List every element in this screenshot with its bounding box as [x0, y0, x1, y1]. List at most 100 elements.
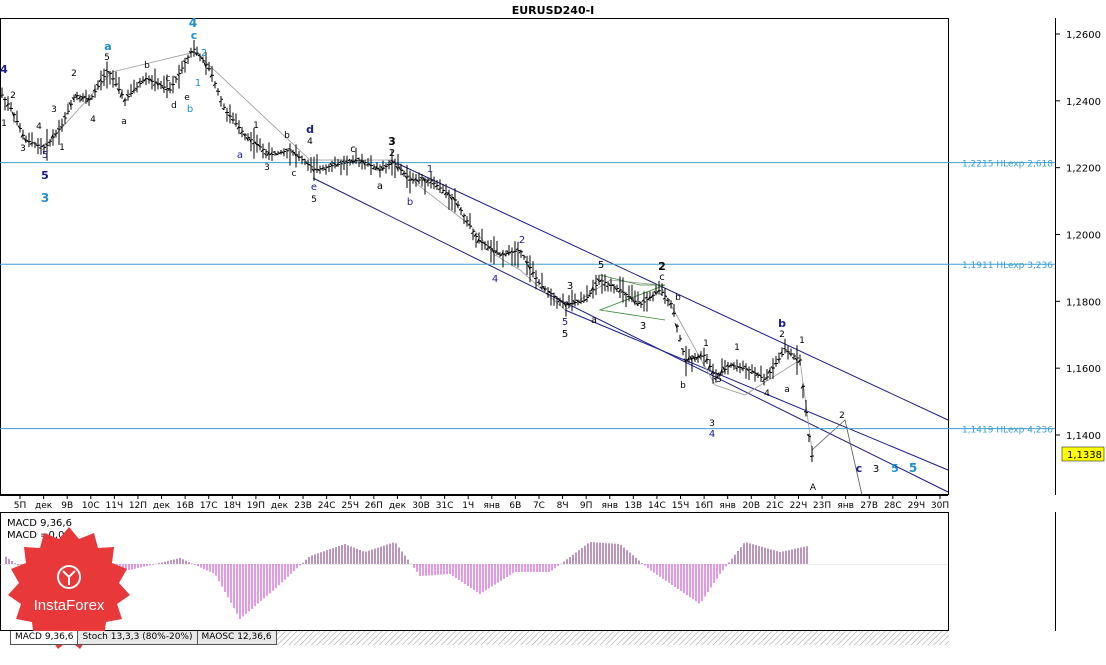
time-tick-label: дек	[271, 501, 289, 511]
wave-label: a	[104, 40, 111, 53]
wave-label: a	[377, 181, 383, 192]
time-tick-label: янв	[483, 501, 500, 511]
wave-label: d	[171, 101, 177, 111]
time-tick-label: янв	[601, 501, 618, 511]
wave-label: 3	[264, 163, 270, 173]
time-tick-label: 14С	[648, 501, 666, 511]
wave-label: 2	[10, 91, 16, 101]
wave-label: b	[284, 131, 290, 141]
wave-label: c	[659, 272, 665, 283]
tab-macd[interactable]: MACD 9,36,6	[10, 631, 78, 645]
wave-label: 5	[41, 169, 49, 182]
wave-label: b	[187, 104, 193, 115]
chart-title: EURUSD240-I	[512, 4, 595, 17]
wave-label: a	[121, 117, 127, 127]
time-tick-label: 31С	[436, 501, 454, 511]
wave-label: e	[184, 93, 190, 103]
wave-label: 3	[388, 135, 396, 148]
indicator-tabs: MACD 9,36,6 Stoch 13,3,3 (80%-20%) MAOSC…	[10, 631, 276, 645]
tab-stoch[interactable]: Stoch 13,3,3 (80%-20%)	[77, 631, 197, 645]
price-tick-label: 1,2200	[1066, 164, 1101, 175]
time-tick-label: 15Ч	[672, 501, 690, 511]
wave-label: 4	[0, 63, 8, 76]
wave-label: a	[591, 315, 597, 326]
time-tick-label: 28С	[884, 501, 902, 511]
wave-label: 2	[839, 411, 845, 421]
tab-maosc[interactable]: MAOSC 12,36,6	[197, 631, 277, 645]
wave-label: 1	[195, 78, 201, 89]
wave-label: 1	[799, 336, 805, 346]
level-label: 1,1911 HLexp 3,236	[962, 261, 1053, 271]
wave-label: 3	[567, 281, 573, 292]
wave-label: 3	[640, 321, 646, 332]
wave-label: 5	[42, 150, 48, 161]
wave-label: 3	[41, 191, 49, 205]
time-tick-label: 11Ч	[106, 501, 124, 511]
wave-label: 4	[307, 137, 313, 147]
wave-label: b	[778, 317, 786, 330]
time-tick-label: дек	[35, 501, 53, 511]
wave-label: 1	[427, 164, 433, 175]
time-tick-label: 29Ч	[908, 501, 926, 511]
bottom-scroll-area[interactable]	[276, 631, 949, 645]
time-tick-label: 26П	[365, 501, 383, 511]
time-tick-label: 9П	[580, 501, 593, 511]
wave-label: 4	[36, 122, 42, 132]
wave-label: 1	[253, 121, 259, 131]
time-tick-label: 22Ч	[790, 501, 808, 511]
price-tick-label: 1,1800	[1066, 297, 1101, 308]
time-tick-label: 30П	[931, 501, 949, 511]
wave-label: 4	[492, 274, 498, 285]
wave-label: 3	[709, 419, 715, 429]
wave-label: 3	[873, 464, 879, 475]
time-tick-label: 6В	[509, 501, 521, 511]
wave-label: a	[237, 150, 243, 161]
wave-label: c	[191, 29, 198, 42]
wave-label: c	[166, 74, 171, 84]
time-tick-label: 9В	[61, 501, 73, 511]
wave-label: 3	[20, 144, 26, 154]
wave-label: 5	[311, 195, 317, 205]
wave-label: 5	[104, 53, 110, 63]
wave-label: 1	[59, 143, 65, 153]
time-tick-label: 10С	[82, 501, 100, 511]
price-axis: 1,26001,24001,22001,20001,18001,16001,14…	[1055, 30, 1101, 442]
wave-label: e	[311, 182, 317, 193]
time-tick-label: 25Ч	[341, 501, 359, 511]
wave-label: c	[856, 462, 863, 475]
price-tick-label: 1,2600	[1066, 30, 1101, 41]
time-tick-label: янв	[837, 501, 854, 511]
wave-label: 1	[734, 343, 740, 353]
time-tick-label: 17С	[200, 501, 218, 511]
time-tick-label: 23П	[813, 501, 831, 511]
wave-label: 5	[562, 329, 568, 340]
wave-label: b	[675, 293, 681, 303]
wave-label: 5	[716, 375, 722, 385]
wave-label: 5	[598, 260, 604, 271]
time-tick-label: 12П	[129, 501, 147, 511]
wave-label: 2	[389, 148, 395, 159]
wave-label: 5	[891, 462, 899, 475]
main-plot-frame	[1, 19, 949, 495]
wave-label: b	[144, 61, 150, 71]
time-tick-label: 30В	[412, 501, 430, 511]
level-label: 1,1419 HLexp 4,236	[962, 426, 1053, 436]
price-tick-label: 1,1400	[1066, 431, 1101, 442]
wave-label: a	[784, 385, 790, 395]
wave-label: b	[407, 197, 413, 208]
wave-label: c	[292, 169, 297, 179]
wave-label: 5	[909, 461, 917, 475]
trend-channel	[313, 160, 948, 492]
wave-label: 3	[51, 105, 57, 115]
wave-label: b	[680, 381, 686, 391]
wave-label: 2	[519, 235, 525, 246]
wave-label: d	[306, 123, 314, 136]
logo-text: InstaForex	[4, 597, 134, 614]
time-tick-label: янв	[719, 501, 736, 511]
time-tick-label: 21С	[766, 501, 784, 511]
wave-label: 2	[779, 330, 785, 340]
